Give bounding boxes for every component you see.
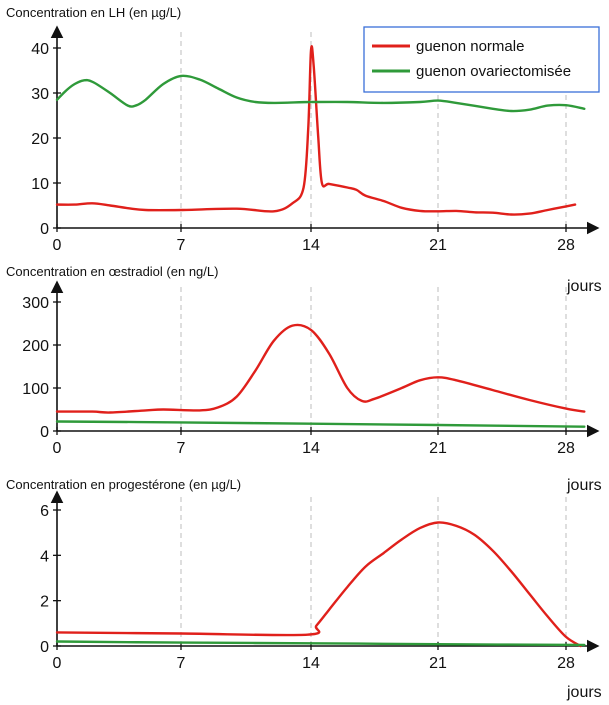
y-tick-label: 20 xyxy=(31,131,49,148)
x-ticks: 0 7 14 21 28 jours xyxy=(53,642,602,701)
x-tick-label: 0 xyxy=(53,655,62,672)
y-tick-label: 0 xyxy=(40,221,49,238)
y-tick-label: 30 xyxy=(31,86,49,103)
x-tick-label: 21 xyxy=(429,655,447,672)
y-tick-label: 100 xyxy=(22,381,49,398)
y-tick-label: 6 xyxy=(40,503,49,520)
y-tick-label: 40 xyxy=(31,41,49,58)
chart-title: Concentration en LH (en µg/L) xyxy=(6,5,181,20)
legend-box xyxy=(363,26,600,93)
chart-lh: Concentration en LH (en µg/L) 010203040 … xyxy=(6,5,602,295)
chart-progesterone: Concentration en progestérone (en µg/L) … xyxy=(6,477,602,701)
x-tick-label: 0 xyxy=(53,440,62,457)
series-line-normale xyxy=(55,323,586,414)
axes xyxy=(50,490,600,653)
y-tick-label: 200 xyxy=(22,338,49,355)
x-tick-label: 14 xyxy=(302,440,320,457)
x-tick-label: 21 xyxy=(429,440,447,457)
x-tick-label: 21 xyxy=(429,237,447,254)
x-tick-label: 7 xyxy=(177,655,186,672)
legend-label-ovariectomisee: guenon ovariectomisée xyxy=(416,63,571,80)
series-lines xyxy=(55,323,586,428)
x-tick-label: 0 xyxy=(53,237,62,254)
legend: guenon normale guenon ovariectomisée xyxy=(363,26,600,93)
series-lines xyxy=(55,45,586,216)
series-line-ovariectomisee xyxy=(55,74,586,113)
x-tick-label: 14 xyxy=(302,237,320,254)
y-tick-label: 4 xyxy=(40,548,49,565)
series-line-ovariectomisee xyxy=(55,420,586,428)
y-tick-label: 0 xyxy=(40,639,49,656)
x-tick-label: 28 xyxy=(557,440,575,457)
chart-title: Concentration en œstradiol (en ng/L) xyxy=(6,264,218,279)
x-axis-label: jours xyxy=(566,278,602,295)
grid-lines xyxy=(180,287,567,431)
y-ticks: 0 10 20 30 40 xyxy=(31,41,61,238)
grid-lines xyxy=(180,32,567,228)
chart-title: Concentration en progestérone (en µg/L) xyxy=(6,477,241,492)
y-tick-label: 0 xyxy=(40,424,49,441)
y-tick-label: 2 xyxy=(40,594,49,611)
axes xyxy=(50,280,600,438)
legend-label-normale: guenon normale xyxy=(416,38,524,55)
x-axis-label: jours xyxy=(566,477,602,494)
series-line-ovariectomisee xyxy=(55,640,586,647)
x-tick-label: 7 xyxy=(177,237,186,254)
x-ticks: 0 7 14 21 28 jours xyxy=(53,427,602,494)
y-tick-label: 10 xyxy=(31,176,49,193)
series-line-normale xyxy=(55,521,582,648)
series-lines xyxy=(55,521,586,648)
grid-lines xyxy=(180,497,567,646)
x-tick-label: 14 xyxy=(302,655,320,672)
x-tick-label: 7 xyxy=(177,440,186,457)
x-tick-label: 28 xyxy=(557,655,575,672)
x-axis-label: jours xyxy=(566,684,602,701)
y-ticks: 0 100 200 300 xyxy=(22,295,61,441)
x-ticks: 0 7 14 21 28 jours xyxy=(53,224,602,295)
series-line-normale xyxy=(55,45,577,216)
chart-oestradiol: Concentration en œstradiol (en ng/L) 0 10… xyxy=(6,264,602,494)
x-tick-label: 28 xyxy=(557,237,575,254)
axes xyxy=(50,25,600,235)
y-tick-label: 300 xyxy=(22,295,49,312)
